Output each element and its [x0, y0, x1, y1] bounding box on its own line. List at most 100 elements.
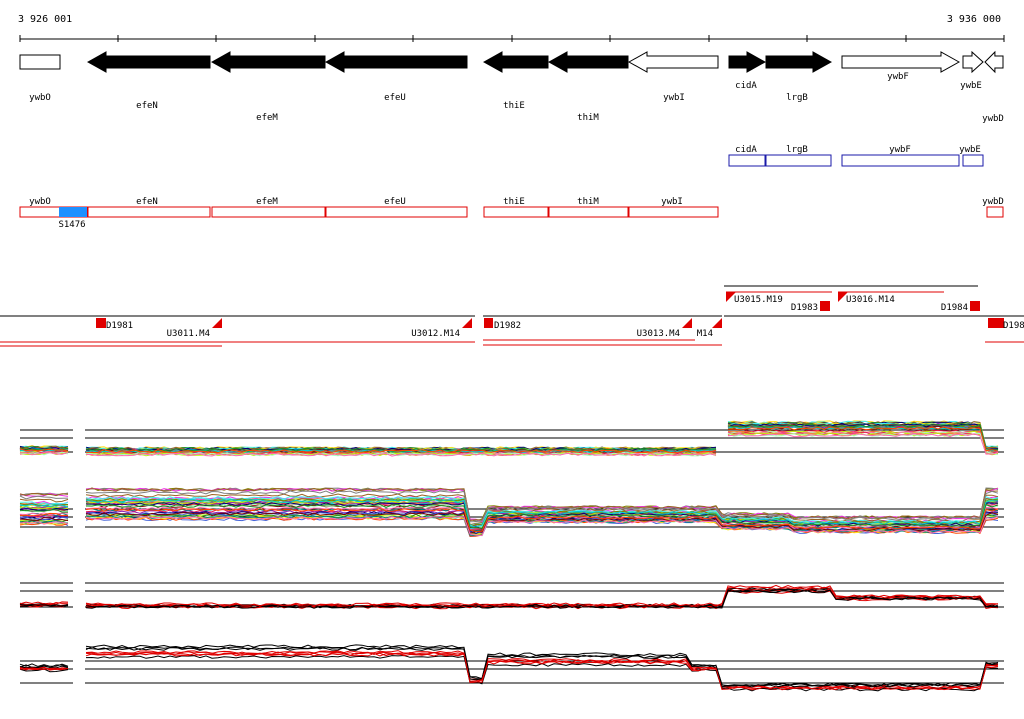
- gene-arrow: [210, 51, 326, 73]
- red-box-efem[interactable]: efeM: [211, 197, 326, 218]
- gene-label: ywbE: [960, 81, 982, 91]
- gene-ywbo[interactable]: ywbO: [19, 54, 61, 103]
- blue-box-label: ywbE: [959, 145, 981, 155]
- gene-lrgb[interactable]: lrgB: [765, 51, 833, 103]
- gene-arrow: [482, 51, 549, 73]
- feature-label: S1476: [58, 220, 85, 230]
- gene-arrow: [547, 51, 629, 73]
- profile-gap: [73, 636, 85, 694]
- gene-label: ywbO: [29, 93, 51, 103]
- segment-d1985[interactable]: D1985: [988, 318, 1024, 331]
- gene-label: ywbD: [982, 114, 1004, 124]
- segment-u3013-m4[interactable]: U3013.M4: [637, 318, 692, 339]
- feature-s1476[interactable]: S1476: [58, 207, 87, 230]
- blue-box-label: ywbF: [889, 145, 911, 155]
- segment-d1981[interactable]: D1981: [96, 318, 133, 331]
- red-box-label: ywbI: [661, 197, 683, 207]
- gene-thie[interactable]: thiE: [482, 51, 549, 111]
- ruler-end-label: 3 936 000: [947, 14, 1001, 25]
- segment-marker: [970, 301, 980, 311]
- gene-efen[interactable]: efeN: [86, 51, 211, 111]
- segment-label: D1984: [941, 303, 968, 313]
- profile-line: [19, 507, 999, 533]
- gene-ywbe[interactable]: ywbE: [960, 50, 984, 91]
- segment-marker: [484, 318, 493, 328]
- segment-marker: [988, 318, 1004, 328]
- gene-ywbf[interactable]: ywbF: [841, 51, 961, 82]
- gene-track: ywbO efeN efeM efeU thiE thiM ywbI cidA lrgB ywbF…: [19, 50, 1004, 124]
- gene-arrow: [841, 51, 961, 73]
- segment-marker: [682, 318, 692, 328]
- segment-label: U3016.M14: [846, 295, 895, 305]
- blue-box-ywbf[interactable]: ywbF: [841, 145, 960, 167]
- gene-label: thiE: [503, 101, 525, 111]
- segment-marker: [838, 292, 848, 302]
- gene-thim[interactable]: thiM: [547, 51, 629, 123]
- red-box-efen[interactable]: efeN: [87, 197, 211, 218]
- profile-line: [19, 487, 999, 522]
- profile-line: [19, 493, 999, 526]
- red-box-ywbi[interactable]: ywbI: [628, 197, 719, 218]
- segment-d1983[interactable]: D1983: [791, 301, 830, 313]
- blue-box-ywbe[interactable]: ywbE: [959, 145, 984, 167]
- profile-line: [19, 646, 999, 688]
- gene-arrow: [984, 50, 1004, 74]
- segment-label: U3012.M14: [411, 329, 460, 339]
- blue-box-lrgb[interactable]: lrgB: [765, 145, 832, 167]
- segment-label: D1981: [106, 321, 133, 331]
- gene-arrow: [324, 51, 468, 73]
- segment-label: D1983: [791, 303, 818, 313]
- annotation-track-red: ywbO efeN efeM efeU thiE thiM ywbI ywbD S1476: [19, 197, 1004, 230]
- red-box: [548, 206, 629, 218]
- gene-arrow: [728, 51, 767, 73]
- gene-label: efeN: [136, 101, 158, 111]
- profile-line: [19, 516, 999, 537]
- gene-label: ywbF: [887, 72, 909, 82]
- red-box-ywbd[interactable]: ywbD: [982, 197, 1004, 218]
- segment-u3011-m4[interactable]: U3011.M4: [167, 318, 222, 339]
- red-box-thim[interactable]: thiM: [548, 197, 629, 218]
- ruler-start-label: 3 926 001: [18, 14, 72, 25]
- gene-label: lrgB: [786, 93, 808, 103]
- red-box-efeu[interactable]: efeU: [325, 197, 468, 218]
- segment-marker: [820, 301, 830, 311]
- blue-box: [962, 154, 984, 167]
- segment-d1984[interactable]: D1984: [941, 301, 980, 313]
- gene-efeu[interactable]: efeU: [324, 51, 468, 103]
- gene-label: cidA: [735, 81, 757, 91]
- gene-arrow: [627, 51, 719, 73]
- segment-d1982[interactable]: D1982: [484, 318, 521, 331]
- expression-profile-tracks: [19, 405, 1004, 694]
- gene-ywbd[interactable]: ywbD: [982, 50, 1004, 124]
- segment-label: D1985: [1003, 321, 1024, 331]
- red-box-thie[interactable]: thiE: [483, 197, 549, 218]
- profile-track-1: [19, 405, 1004, 468]
- profile-line: [19, 499, 999, 528]
- profile-line: [19, 426, 999, 454]
- profile-line: [19, 652, 999, 691]
- blue-box-cida[interactable]: cidA: [728, 145, 766, 167]
- segment-u3016-m14[interactable]: U3016.M14: [838, 291, 944, 305]
- gene-ywbi[interactable]: ywbI: [627, 51, 719, 103]
- segment-m14[interactable]: M14: [697, 318, 722, 339]
- blue-box-label: cidA: [735, 145, 757, 155]
- gene-label: ywbI: [663, 93, 685, 103]
- segment-label: U3011.M4: [167, 329, 210, 339]
- segment-label: D1982: [494, 321, 521, 331]
- segment-marker: [726, 292, 736, 302]
- red-box: [325, 206, 468, 218]
- profile-gap: [73, 482, 85, 540]
- gene-cida[interactable]: cidA: [728, 51, 767, 91]
- gene-efem[interactable]: efeM: [210, 51, 326, 123]
- gene-shape: [19, 54, 61, 70]
- segment-u3015-m19[interactable]: U3015.M19: [726, 291, 832, 305]
- red-box-label: efeM: [256, 197, 278, 207]
- red-box: [986, 206, 1004, 218]
- profile-line: [19, 646, 999, 688]
- red-box-label: efeU: [384, 197, 406, 207]
- segment-marker: [712, 318, 722, 328]
- red-box: [483, 206, 549, 218]
- segment-u3012-m14[interactable]: U3012.M14: [411, 318, 472, 339]
- red-box-label: thiM: [577, 197, 599, 207]
